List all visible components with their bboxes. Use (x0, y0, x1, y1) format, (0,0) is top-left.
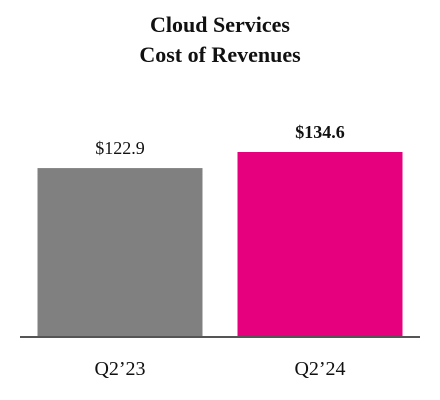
chart-title-block: Cloud Services Cost of Revenues (0, 10, 440, 70)
data-label-1: $134.6 (295, 122, 345, 142)
bar-0 (37, 168, 203, 337)
x-tick-label-1: Q2’24 (294, 358, 345, 380)
chart-subtitle: Cost of Revenues (139, 42, 301, 67)
chart-title: Cloud Services (150, 12, 290, 37)
x-tick-label-0: Q2’23 (94, 358, 145, 380)
data-label-0: $122.9 (95, 138, 145, 158)
bar-1 (237, 152, 403, 337)
